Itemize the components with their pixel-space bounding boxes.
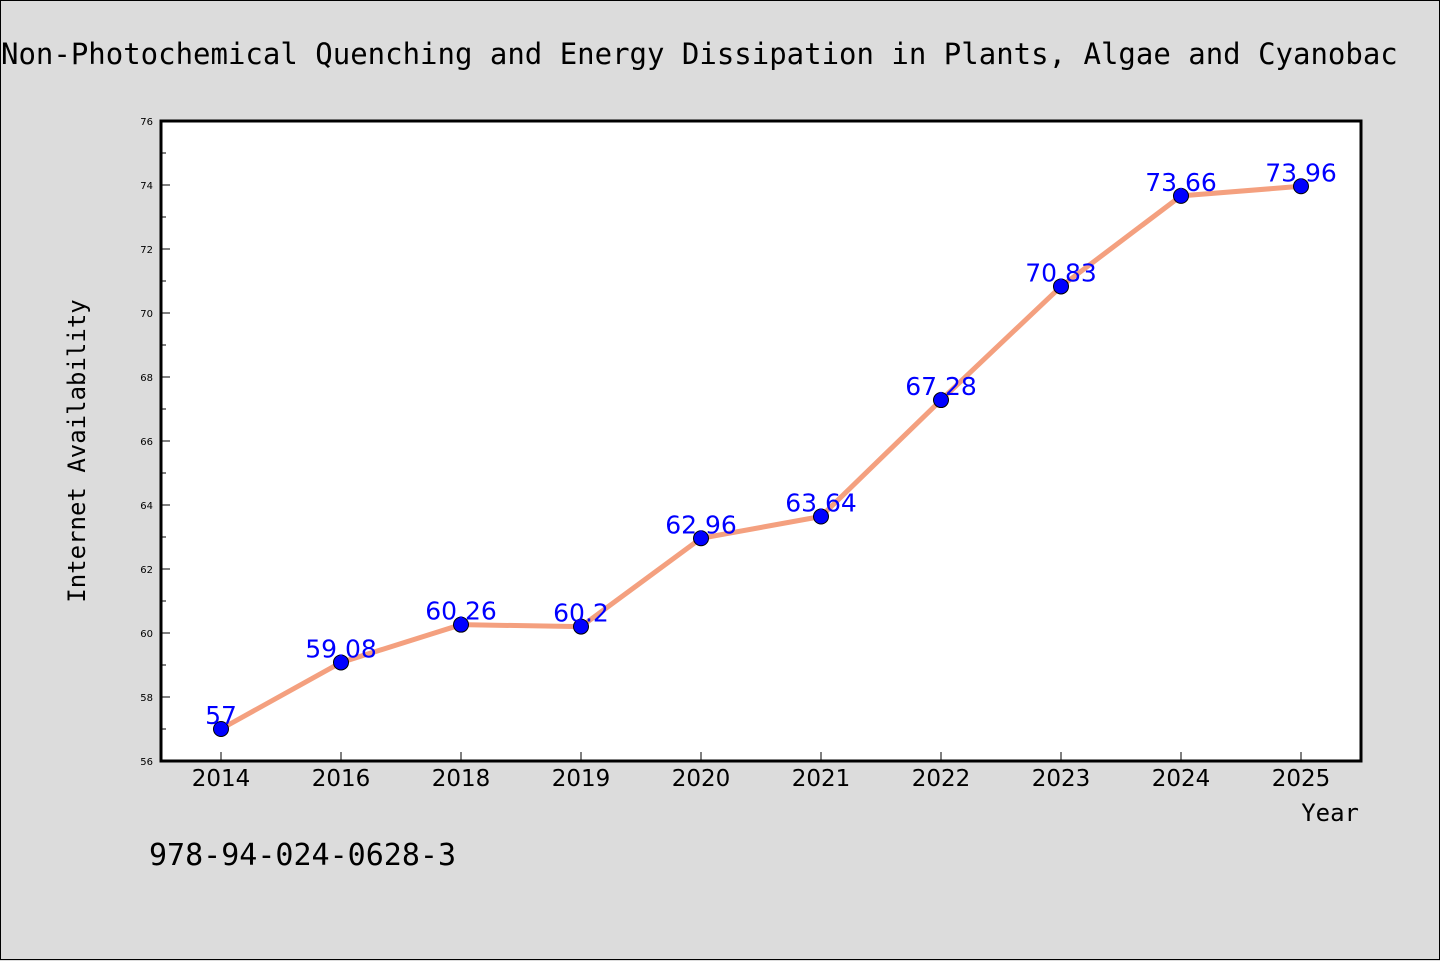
data-point xyxy=(1173,187,1189,204)
data-point xyxy=(1293,178,1309,195)
y-tick-label: 62 xyxy=(140,565,153,576)
data-label: 63.64 xyxy=(785,489,857,518)
x-tick-label: 2021 xyxy=(792,766,851,792)
series-line xyxy=(218,183,1304,732)
data-point xyxy=(1053,278,1069,295)
data-point xyxy=(453,616,469,633)
data-point xyxy=(573,618,589,635)
data-label: 60.2 xyxy=(553,599,609,628)
data-label: 60.26 xyxy=(425,597,497,626)
data-label: 57 xyxy=(205,701,237,730)
chart-title: Non-Photochemical Quenching and Energy D… xyxy=(1,37,1398,71)
data-label: 70.83 xyxy=(1025,258,1097,287)
data-point xyxy=(213,721,229,737)
y-tick-label: 68 xyxy=(140,373,153,384)
data-label: 62.96 xyxy=(665,510,737,539)
x-axis: 2014 2016 2018 2019 2020 2021 2022 2023 2024 2025 xyxy=(192,752,1331,792)
y-tick-label: 58 xyxy=(140,693,153,704)
x-tick-label: 2019 xyxy=(552,766,611,792)
y-tick-label: 70 xyxy=(140,309,153,320)
plot-border xyxy=(159,119,1363,763)
x-tick-label: 2024 xyxy=(1152,766,1211,792)
data-point xyxy=(933,392,949,409)
x-tick-label: 2018 xyxy=(432,766,491,792)
data-label: 73.66 xyxy=(1145,168,1217,197)
data-label: 59.08 xyxy=(305,634,377,663)
y-tick-label: 76 xyxy=(140,117,153,128)
footer-isbn: 978-94-024-0628-3 xyxy=(149,838,456,873)
y-tick-label: 56 xyxy=(140,757,153,768)
x-tick-label: 2025 xyxy=(1272,766,1331,792)
y-axis-title: Internet Availability xyxy=(63,299,91,602)
y-tick-label: 60 xyxy=(140,629,153,640)
data-point xyxy=(813,508,829,525)
x-tick-label: 2016 xyxy=(312,766,371,792)
y-tick-label: 74 xyxy=(140,181,153,192)
x-tick-label: 2022 xyxy=(912,766,971,792)
y-tick-label: 66 xyxy=(140,437,153,448)
series-group: 57 59.08 60.26 60.2 62.96 63.64 67.28 70.83 73.6… xyxy=(205,158,1337,737)
x-tick-label: 2020 xyxy=(672,766,731,792)
data-label: 73.96 xyxy=(1265,158,1337,187)
data-point xyxy=(333,654,349,671)
data-label: 67.28 xyxy=(905,372,977,401)
data-point xyxy=(693,530,709,547)
x-axis-title: Year xyxy=(1301,799,1359,827)
x-tick-label: 2014 xyxy=(192,766,251,792)
y-tick-label: 72 xyxy=(140,245,153,256)
x-tick-label: 2023 xyxy=(1032,766,1091,792)
y-tick-label: 64 xyxy=(140,501,153,512)
